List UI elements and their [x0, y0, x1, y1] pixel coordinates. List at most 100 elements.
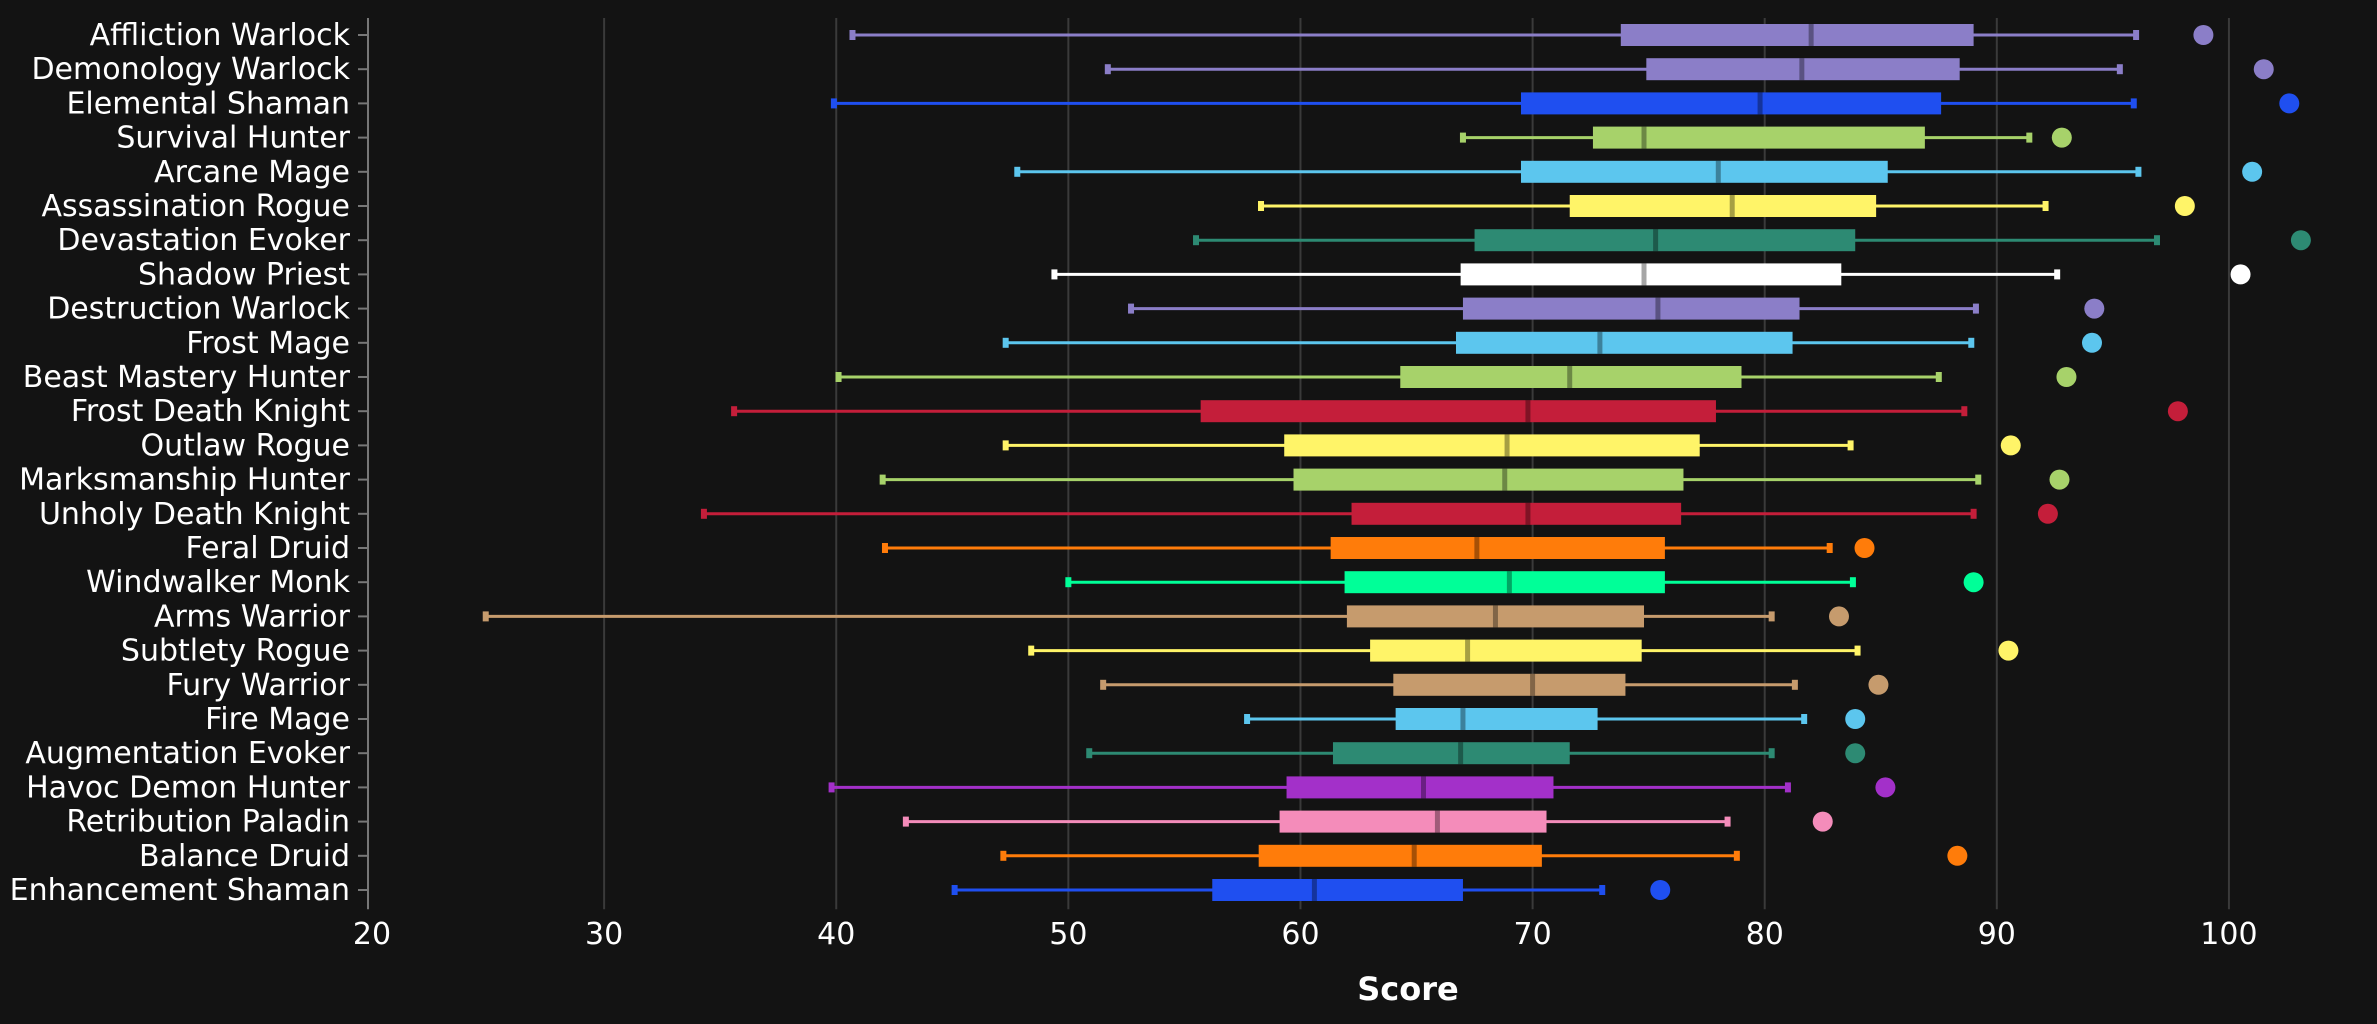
median-elemental-shaman	[1757, 92, 1763, 115]
x-tick-label-30: 30	[585, 917, 623, 952]
whisker-cap-max-retribution-paladin	[1724, 816, 1731, 827]
median-enhancement-shaman	[1311, 879, 1317, 901]
row-arcane-mage	[1014, 160, 2263, 183]
whisker-cap-min-fire-mage	[1244, 714, 1251, 724]
whisker-cap-min-feral-druid	[881, 543, 888, 553]
whisker-cap-max-devastation-evoker	[2153, 235, 2160, 246]
category-label-windwalker-monk: Windwalker Monk	[86, 565, 351, 600]
box-subtlety-rogue	[1370, 639, 1642, 662]
row-affliction-warlock	[849, 24, 2214, 46]
top-score-dot-outlaw-rogue	[2000, 435, 2021, 456]
median-retribution-paladin	[1434, 810, 1440, 833]
whisker-cap-min-windwalker-monk	[1065, 577, 1072, 588]
box-retribution-paladin	[1279, 810, 1547, 833]
category-label-survival-hunter: Survival Hunter	[116, 121, 350, 156]
row-outlaw-rogue	[1002, 434, 2021, 457]
whisker-cap-max-assassination-rogue	[2042, 201, 2049, 211]
box-shadow-priest	[1460, 263, 1842, 286]
category-label-subtlety-rogue: Subtlety Rogue	[121, 634, 350, 669]
whisker-cap-max-survival-hunter	[2026, 132, 2033, 143]
top-score-dot-unholy-death-knight	[2037, 503, 2058, 524]
category-label-affliction-warlock: Affliction Warlock	[90, 18, 351, 53]
median-fire-mage	[1460, 708, 1466, 730]
x-tick-label-20: 20	[353, 917, 391, 952]
box-fire-mage	[1395, 708, 1598, 730]
top-score-dot-devastation-evoker	[2290, 230, 2311, 251]
whisker-cap-max-outlaw-rogue	[1847, 440, 1854, 451]
box-devastation-evoker	[1474, 229, 1856, 252]
whisker-cap-max-fury-warrior	[1791, 679, 1798, 690]
whisker-cap-max-marksmanship-hunter	[1975, 474, 1982, 485]
top-score-dot-subtlety-rogue	[1998, 640, 2019, 661]
whisker-cap-min-arcane-mage	[1014, 166, 1021, 177]
whisker-cap-min-enhancement-shaman	[951, 885, 958, 895]
row-elemental-shaman	[830, 92, 2300, 115]
box-frost-mage	[1455, 331, 1793, 354]
median-unholy-death-knight	[1525, 502, 1531, 525]
category-label-shadow-priest: Shadow Priest	[138, 257, 350, 292]
median-arms-warrior	[1492, 605, 1498, 628]
whisker-cap-min-assassination-rogue	[1258, 201, 1265, 211]
top-score-dot-demonology-warlock	[2253, 59, 2274, 80]
category-label-feral-druid: Feral Druid	[186, 531, 351, 566]
row-fire-mage	[1244, 708, 1866, 730]
median-fury-warrior	[1530, 673, 1536, 696]
top-score-dot-affliction-warlock	[2193, 25, 2214, 45]
whisker-cap-min-frost-death-knight	[731, 406, 738, 417]
whisker-cap-max-shadow-priest	[2054, 269, 2061, 280]
median-shadow-priest	[1641, 263, 1647, 286]
box-windwalker-monk	[1344, 571, 1665, 594]
box-enhancement-shaman	[1212, 879, 1463, 901]
grid-lines	[603, 18, 2230, 910]
median-frost-death-knight	[1525, 400, 1531, 423]
top-score-dot-frost-mage	[2081, 332, 2102, 353]
box-affliction-warlock	[1620, 24, 1974, 46]
median-destruction-warlock	[1655, 297, 1661, 320]
whisker-cap-max-fire-mage	[1801, 714, 1808, 724]
whisker-cap-max-enhancement-shaman	[1599, 885, 1606, 895]
whisker-cap-max-affliction-warlock	[2133, 30, 2140, 40]
category-label-havoc-demon-hunter: Havoc Demon Hunter	[26, 770, 351, 805]
top-score-dot-frost-death-knight	[2167, 401, 2188, 422]
box-arms-warrior	[1346, 605, 1645, 628]
box-arcane-mage	[1520, 160, 1888, 183]
whisker-cap-min-affliction-warlock	[849, 30, 856, 40]
median-devastation-evoker	[1653, 229, 1659, 252]
median-assassination-rogue	[1729, 195, 1735, 217]
median-subtlety-rogue	[1465, 639, 1471, 662]
top-score-dot-arcane-mage	[2242, 161, 2263, 182]
median-beast-mastery-hunter	[1567, 366, 1573, 388]
median-affliction-warlock	[1808, 24, 1814, 46]
row-survival-hunter	[1459, 126, 2072, 149]
x-tick-label-70: 70	[1513, 917, 1551, 952]
whisker-cap-min-outlaw-rogue	[1002, 440, 1009, 451]
median-feral-druid	[1474, 537, 1480, 559]
whisker-cap-min-subtlety-rogue	[1028, 645, 1035, 656]
top-score-dot-destruction-warlock	[2084, 298, 2105, 319]
row-beast-mastery-hunter	[835, 366, 2077, 388]
median-outlaw-rogue	[1504, 434, 1510, 457]
top-score-dot-windwalker-monk	[1963, 572, 1984, 593]
top-score-dot-arms-warrior	[1828, 606, 1849, 627]
row-augmentation-evoker	[1086, 742, 1866, 765]
row-feral-druid	[881, 537, 1875, 559]
row-enhancement-shaman	[951, 879, 1671, 901]
whisker-cap-max-arcane-mage	[2135, 166, 2142, 177]
row-subtlety-rogue	[1028, 639, 2019, 662]
whisker-cap-min-survival-hunter	[1459, 132, 1466, 143]
category-label-fury-warrior: Fury Warrior	[166, 668, 350, 703]
top-score-dot-elemental-shaman	[2279, 93, 2300, 114]
whisker-cap-min-havoc-demon-hunter	[828, 782, 835, 793]
whisker-cap-max-arms-warrior	[1768, 611, 1775, 622]
median-windwalker-monk	[1506, 571, 1512, 594]
row-unholy-death-knight	[700, 502, 2058, 525]
whisker-cap-max-demonology-warlock	[2116, 64, 2123, 75]
median-demonology-warlock	[1799, 58, 1805, 81]
whisker-cap-max-havoc-demon-hunter	[1784, 782, 1791, 793]
category-label-elemental-shaman: Elemental Shaman	[66, 86, 350, 121]
top-score-dot-assassination-rogue	[2174, 196, 2195, 216]
top-score-dot-beast-mastery-hunter	[2056, 367, 2077, 387]
box-feral-druid	[1330, 537, 1665, 559]
box-demonology-warlock	[1646, 58, 1960, 81]
x-tick-label-100: 100	[2200, 917, 2257, 952]
